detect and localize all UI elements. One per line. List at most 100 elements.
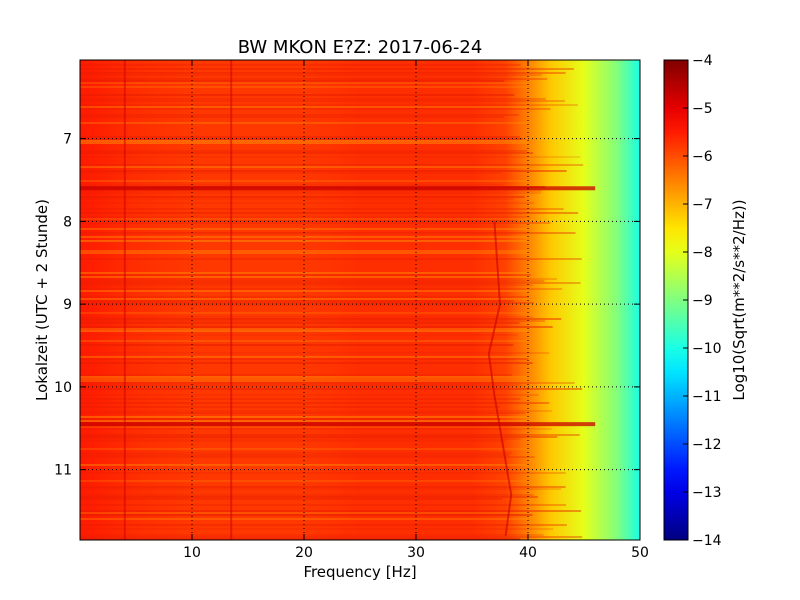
heatmap-row	[80, 108, 551, 110]
heatmap-row	[80, 64, 521, 66]
heatmap-row	[80, 106, 528, 108]
bright-band	[80, 186, 596, 191]
heatmap-row	[80, 152, 534, 154]
colorbar-tick-label: −6	[692, 149, 713, 165]
heatmap-row	[80, 428, 552, 430]
heatmap-row	[80, 538, 521, 540]
heatmap-row	[80, 488, 562, 490]
heatmap-row	[80, 150, 528, 152]
heatmap-row	[80, 406, 501, 408]
heatmap-row	[80, 528, 553, 530]
heatmap-row	[80, 198, 514, 200]
heatmap-row	[80, 496, 538, 498]
colorbar-tick-label: −9	[692, 293, 713, 309]
spectral-line	[123, 60, 126, 540]
heatmap-row	[80, 216, 531, 218]
heatmap-row	[80, 514, 533, 516]
colorbar-tick-label: −13	[692, 485, 722, 501]
heatmap-row	[80, 208, 564, 210]
heatmap-row	[80, 362, 533, 364]
chart-title: BW MKON E?Z: 2017-06-24	[238, 37, 483, 58]
heatmap-row	[80, 418, 501, 420]
heatmap-row	[80, 122, 528, 124]
colorbar-tick-label: −5	[692, 101, 713, 117]
heatmap-row	[80, 412, 526, 414]
heatmap-row	[80, 288, 563, 290]
x-tick-label: 40	[519, 545, 537, 561]
heatmap-row	[80, 434, 580, 436]
heatmap-base	[80, 60, 640, 540]
y-tick-label: 8	[63, 214, 72, 230]
heatmap-row	[80, 282, 581, 284]
heatmap-row	[80, 94, 515, 96]
heatmap-row	[80, 202, 534, 204]
heatmap-row	[80, 138, 523, 140]
heatmap-row	[80, 524, 567, 526]
heatmap-row	[80, 78, 548, 80]
heatmap-row	[80, 498, 503, 500]
heatmap-row	[80, 322, 520, 324]
heatmap-row	[80, 86, 528, 88]
heatmap-row	[80, 278, 557, 280]
heatmap-row	[80, 298, 528, 300]
heatmap-row	[80, 258, 582, 260]
colorbar-tick-label: −12	[692, 437, 722, 453]
colorbar-tick-label: −14	[692, 533, 722, 549]
colorbar-tick-label: −7	[692, 197, 713, 213]
heatmap-row	[80, 436, 558, 438]
heatmap-row	[80, 318, 562, 320]
plot-area	[80, 60, 640, 540]
heatmap-row	[80, 280, 545, 282]
y-tick-label: 10	[54, 380, 72, 396]
heatmap-row	[80, 494, 534, 496]
heatmap-row	[80, 196, 525, 198]
heatmap-row	[80, 534, 544, 536]
heatmap-row	[80, 190, 542, 192]
heatmap-row	[80, 510, 582, 512]
heatmap-row	[80, 98, 546, 100]
heatmap-row	[80, 116, 505, 118]
heatmap-row	[80, 300, 514, 302]
colorbar-tick-label: −8	[692, 245, 713, 261]
heatmap-row	[80, 142, 528, 144]
heatmap-row	[80, 426, 528, 428]
heatmap-row	[80, 320, 546, 322]
plot-frame	[79, 59, 641, 541]
heatmap-row	[80, 218, 528, 220]
x-tick-label: 20	[295, 545, 313, 561]
heatmap-row	[80, 68, 574, 70]
heatmap-row	[80, 284, 533, 286]
y-tick-label: 11	[54, 463, 72, 479]
x-axis-label: Frequency [Hz]	[303, 563, 416, 581]
colorbar-tick-label: −10	[692, 341, 722, 357]
grid-lines	[80, 60, 640, 540]
heatmap-features	[80, 60, 596, 540]
heatmap-row	[80, 382, 575, 384]
heatmap-row	[80, 72, 566, 74]
bright-band	[80, 422, 596, 427]
heatmap-row	[80, 156, 581, 158]
heatmap-row	[80, 104, 578, 106]
drifting-feature	[487, 221, 513, 536]
heatmap-row	[80, 220, 516, 222]
x-tick-label: 10	[183, 545, 201, 561]
x-tick-label: 50	[631, 545, 649, 561]
heatmap-row	[80, 334, 518, 336]
heatmap-row	[80, 222, 551, 224]
heatmap-row	[80, 136, 520, 138]
heatmap-row	[80, 274, 531, 276]
heatmap-row	[80, 184, 504, 186]
heatmap-row	[80, 504, 567, 506]
y-tick-label: 7	[63, 132, 72, 148]
heatmap-row	[80, 212, 579, 214]
heatmap-row	[80, 410, 553, 412]
heatmap-row	[80, 438, 521, 440]
colorbar-tick-label: −11	[692, 389, 722, 405]
colorbar-ticks: −4 −5 −6 −7 −8 −9 −10 −11 −12 −13 −14	[683, 53, 722, 549]
heatmap-row	[80, 440, 505, 442]
heatmap-row	[80, 374, 512, 376]
heatmap-row	[80, 486, 566, 488]
heatmap-row	[80, 170, 567, 172]
y-axis-label: Lokalzeit (UTC + 2 Stunde)	[33, 199, 51, 401]
heatmap-row	[80, 394, 539, 396]
